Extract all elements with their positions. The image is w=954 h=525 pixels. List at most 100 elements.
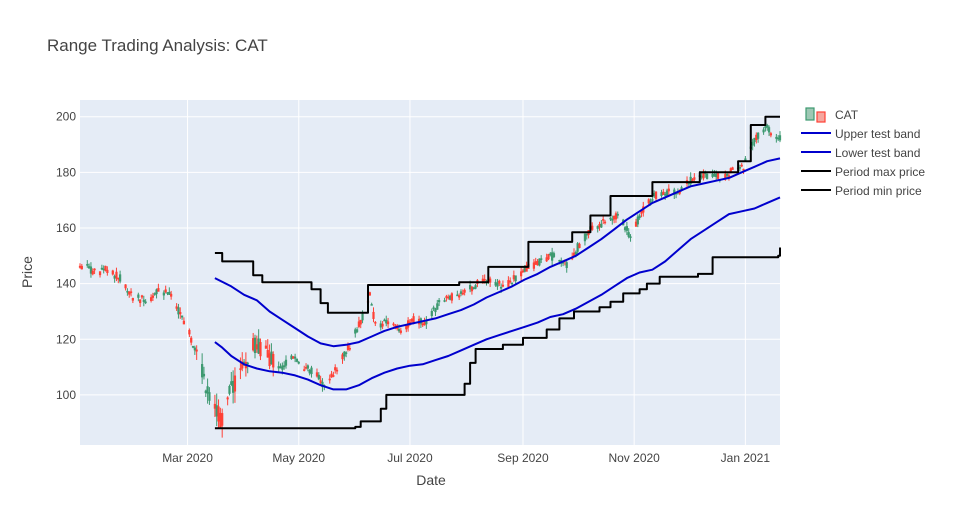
candle-body	[627, 232, 630, 237]
candle-body	[740, 164, 743, 167]
candle-body	[636, 216, 639, 225]
candle-body	[423, 322, 426, 326]
candle-body	[266, 349, 269, 358]
legend[interactable]: CAT Upper test band Lower test band Peri…	[801, 107, 925, 198]
candle-body	[458, 295, 461, 298]
candle-body	[596, 226, 599, 229]
candle-body	[129, 291, 133, 293]
candle-body	[162, 292, 165, 296]
candle-body	[182, 320, 186, 325]
legend-item-min-price[interactable]: Period min price	[801, 184, 922, 198]
candle-body	[603, 221, 607, 224]
candle-body	[126, 290, 129, 293]
candle-body	[598, 223, 601, 228]
candle-body	[494, 281, 497, 286]
candle-body	[279, 366, 282, 369]
legend-candle-icon-increasing	[805, 107, 815, 121]
candle-body	[727, 175, 731, 177]
candle-body	[450, 293, 453, 301]
legend-item-candles[interactable]: CAT	[805, 107, 859, 123]
candle-body	[552, 253, 556, 257]
candle-body	[131, 298, 134, 301]
candle-body	[341, 354, 344, 360]
series-lower-test-band[interactable]	[214, 196, 781, 391]
candle-body	[483, 278, 486, 281]
candle-body	[259, 342, 262, 357]
candle-body	[297, 361, 300, 364]
candle-body	[113, 275, 116, 279]
candle-body	[397, 329, 401, 332]
candle-body	[317, 374, 320, 380]
candle-body	[334, 367, 337, 371]
candle-body	[578, 243, 581, 249]
candle-body	[421, 323, 424, 326]
candle-body	[215, 405, 218, 417]
candle-body	[355, 329, 359, 333]
candle-body	[89, 266, 93, 274]
candle-body	[166, 292, 169, 294]
candle-body	[179, 312, 182, 315]
candle-body	[190, 337, 193, 343]
candle-body	[137, 294, 140, 298]
candle-body	[705, 173, 709, 179]
candle-body	[149, 297, 153, 301]
candle-body	[308, 369, 311, 374]
y-tick-label: 200	[56, 110, 76, 124]
candle-body	[106, 269, 109, 274]
candle-body	[195, 349, 198, 352]
candle-body	[239, 368, 242, 370]
candle-body	[767, 127, 771, 133]
candle-body	[78, 265, 82, 268]
candle-body	[456, 294, 459, 297]
candle-body	[253, 337, 257, 354]
candle-body	[219, 412, 222, 428]
candle-body	[651, 199, 654, 201]
candle-body	[623, 227, 627, 231]
x-axis-label: Date	[416, 472, 446, 488]
candlestick-series[interactable]	[78, 123, 782, 438]
y-tick-label: 100	[56, 388, 76, 402]
candle-body	[616, 213, 619, 216]
candle-body	[653, 193, 656, 197]
y-axis-label: Price	[19, 256, 35, 288]
legend-item-upper-band[interactable]: Upper test band	[801, 127, 920, 141]
candle-body	[153, 293, 156, 295]
candle-body	[252, 338, 255, 351]
candle-body	[272, 354, 275, 368]
candle-body	[335, 369, 339, 372]
y-tick-label: 120	[56, 332, 76, 346]
candle-body	[585, 233, 588, 236]
candle-body	[383, 319, 386, 322]
series-period-max-price[interactable]	[214, 115, 780, 314]
candle-body	[372, 311, 375, 319]
candle-body	[468, 284, 472, 290]
series-upper-test-band[interactable]	[214, 157, 781, 348]
candle-body	[170, 293, 173, 297]
candle-body	[100, 267, 103, 270]
candle-body	[614, 213, 618, 220]
candle-body	[80, 265, 83, 270]
candle-body	[716, 173, 720, 179]
candle-body	[726, 173, 729, 176]
candle-body	[474, 285, 477, 289]
x-tick-label: Mar 2020	[162, 451, 213, 465]
legend-item-max-price[interactable]: Period max price	[801, 165, 925, 179]
candle-body	[257, 338, 260, 354]
candle-body	[230, 381, 233, 385]
candle-body	[540, 258, 543, 260]
candle-body	[392, 323, 395, 326]
candle-body	[762, 129, 765, 133]
candle-body	[357, 321, 361, 327]
candle-body	[180, 315, 184, 318]
candle-body	[177, 307, 180, 315]
candle-body	[742, 168, 745, 171]
candle-body	[558, 260, 561, 262]
x-tick-label: Jan 2021	[721, 451, 771, 465]
candle-body	[284, 359, 288, 366]
legend-label-upper-band: Upper test band	[835, 127, 920, 141]
series-period-min-price[interactable]	[214, 247, 781, 430]
legend-item-lower-band[interactable]: Lower test band	[801, 146, 920, 160]
candle-body	[405, 325, 408, 330]
candle-body	[609, 217, 612, 220]
line-series[interactable]	[214, 115, 781, 430]
